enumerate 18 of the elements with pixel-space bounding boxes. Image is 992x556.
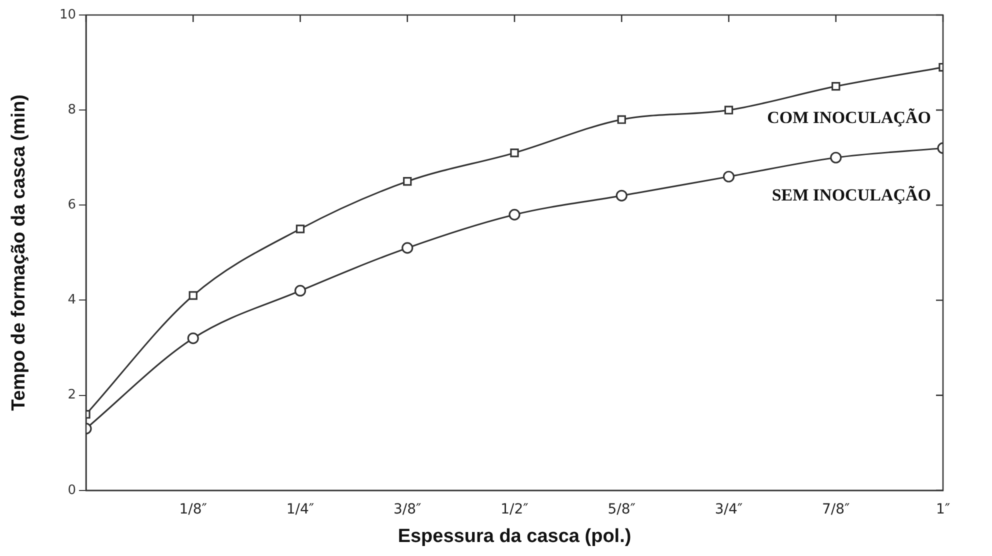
x-tick-label: 3/4″: [714, 501, 743, 518]
y-tick-label: 6: [68, 198, 76, 213]
x-tick-label: 3/8″: [393, 501, 422, 518]
y-axis-title: Tempo de formação da casca (min): [8, 94, 30, 411]
x-tick-label: 7/8″: [822, 501, 850, 518]
y-tick-label: 8: [68, 102, 76, 118]
x-tick-label: 1″: [936, 501, 950, 518]
x-tick-label: 1/4″: [286, 501, 314, 518]
legend-label: COM INOCULAÇÃO: [767, 108, 931, 128]
x-axis-title: Espessura da casca (pol.): [398, 526, 632, 547]
x-tick-label: 1/8″: [179, 501, 208, 518]
y-tick-label: 0: [68, 482, 76, 498]
x-tick-label: 5/8″: [608, 501, 636, 518]
y-tick-label: 4: [68, 292, 76, 308]
y-tick-label: 2: [68, 388, 76, 403]
x-tick-label: 1/2″: [500, 501, 528, 518]
y-tick-label: 10: [59, 7, 76, 22]
legend-label: SEM INOCULAÇÃO: [772, 186, 931, 205]
